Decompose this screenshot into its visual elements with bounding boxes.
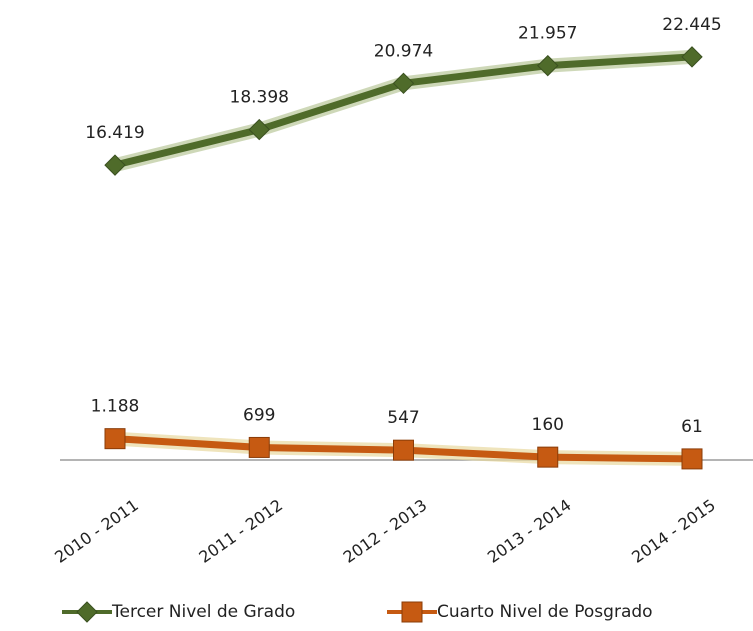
x-tick-label: 2011 - 2012 bbox=[195, 495, 286, 566]
data-label: 61 bbox=[681, 417, 703, 437]
data-label: 22.445 bbox=[662, 15, 721, 35]
x-tick-label: 2012 - 2013 bbox=[340, 495, 431, 566]
data-label: 21.957 bbox=[518, 24, 577, 44]
point bbox=[537, 54, 559, 77]
legend-label: Cuarto Nivel de Posgrado bbox=[437, 602, 653, 622]
point bbox=[248, 436, 270, 458]
x-tick-label: 2014 - 2015 bbox=[628, 495, 719, 566]
data-label: 16.419 bbox=[85, 123, 144, 143]
data-label: 699 bbox=[243, 405, 275, 425]
legend-label: Tercer Nivel de Grado bbox=[111, 602, 295, 622]
point bbox=[393, 439, 414, 461]
data-label: 547 bbox=[387, 408, 419, 428]
data-label: 20.974 bbox=[374, 41, 433, 61]
legend-marker bbox=[76, 601, 98, 623]
point bbox=[248, 118, 270, 141]
data-label: 160 bbox=[532, 415, 564, 435]
legend-marker bbox=[401, 601, 423, 623]
point bbox=[104, 154, 126, 176]
x-tick-label: 2010 - 2011 bbox=[51, 495, 142, 566]
data-label: 18.398 bbox=[230, 88, 289, 108]
point bbox=[681, 46, 703, 68]
point bbox=[537, 446, 559, 468]
point bbox=[104, 428, 126, 450]
x-tick-label: 2013 - 2014 bbox=[484, 495, 575, 566]
point bbox=[392, 72, 415, 95]
data-label: 1.188 bbox=[91, 397, 140, 417]
point bbox=[681, 448, 703, 470]
